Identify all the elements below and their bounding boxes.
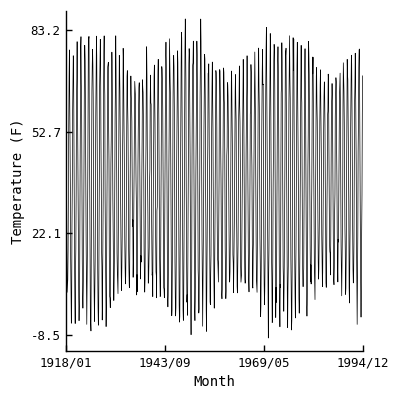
X-axis label: Month: Month <box>193 375 235 389</box>
Y-axis label: Temperature (F): Temperature (F) <box>11 118 25 244</box>
